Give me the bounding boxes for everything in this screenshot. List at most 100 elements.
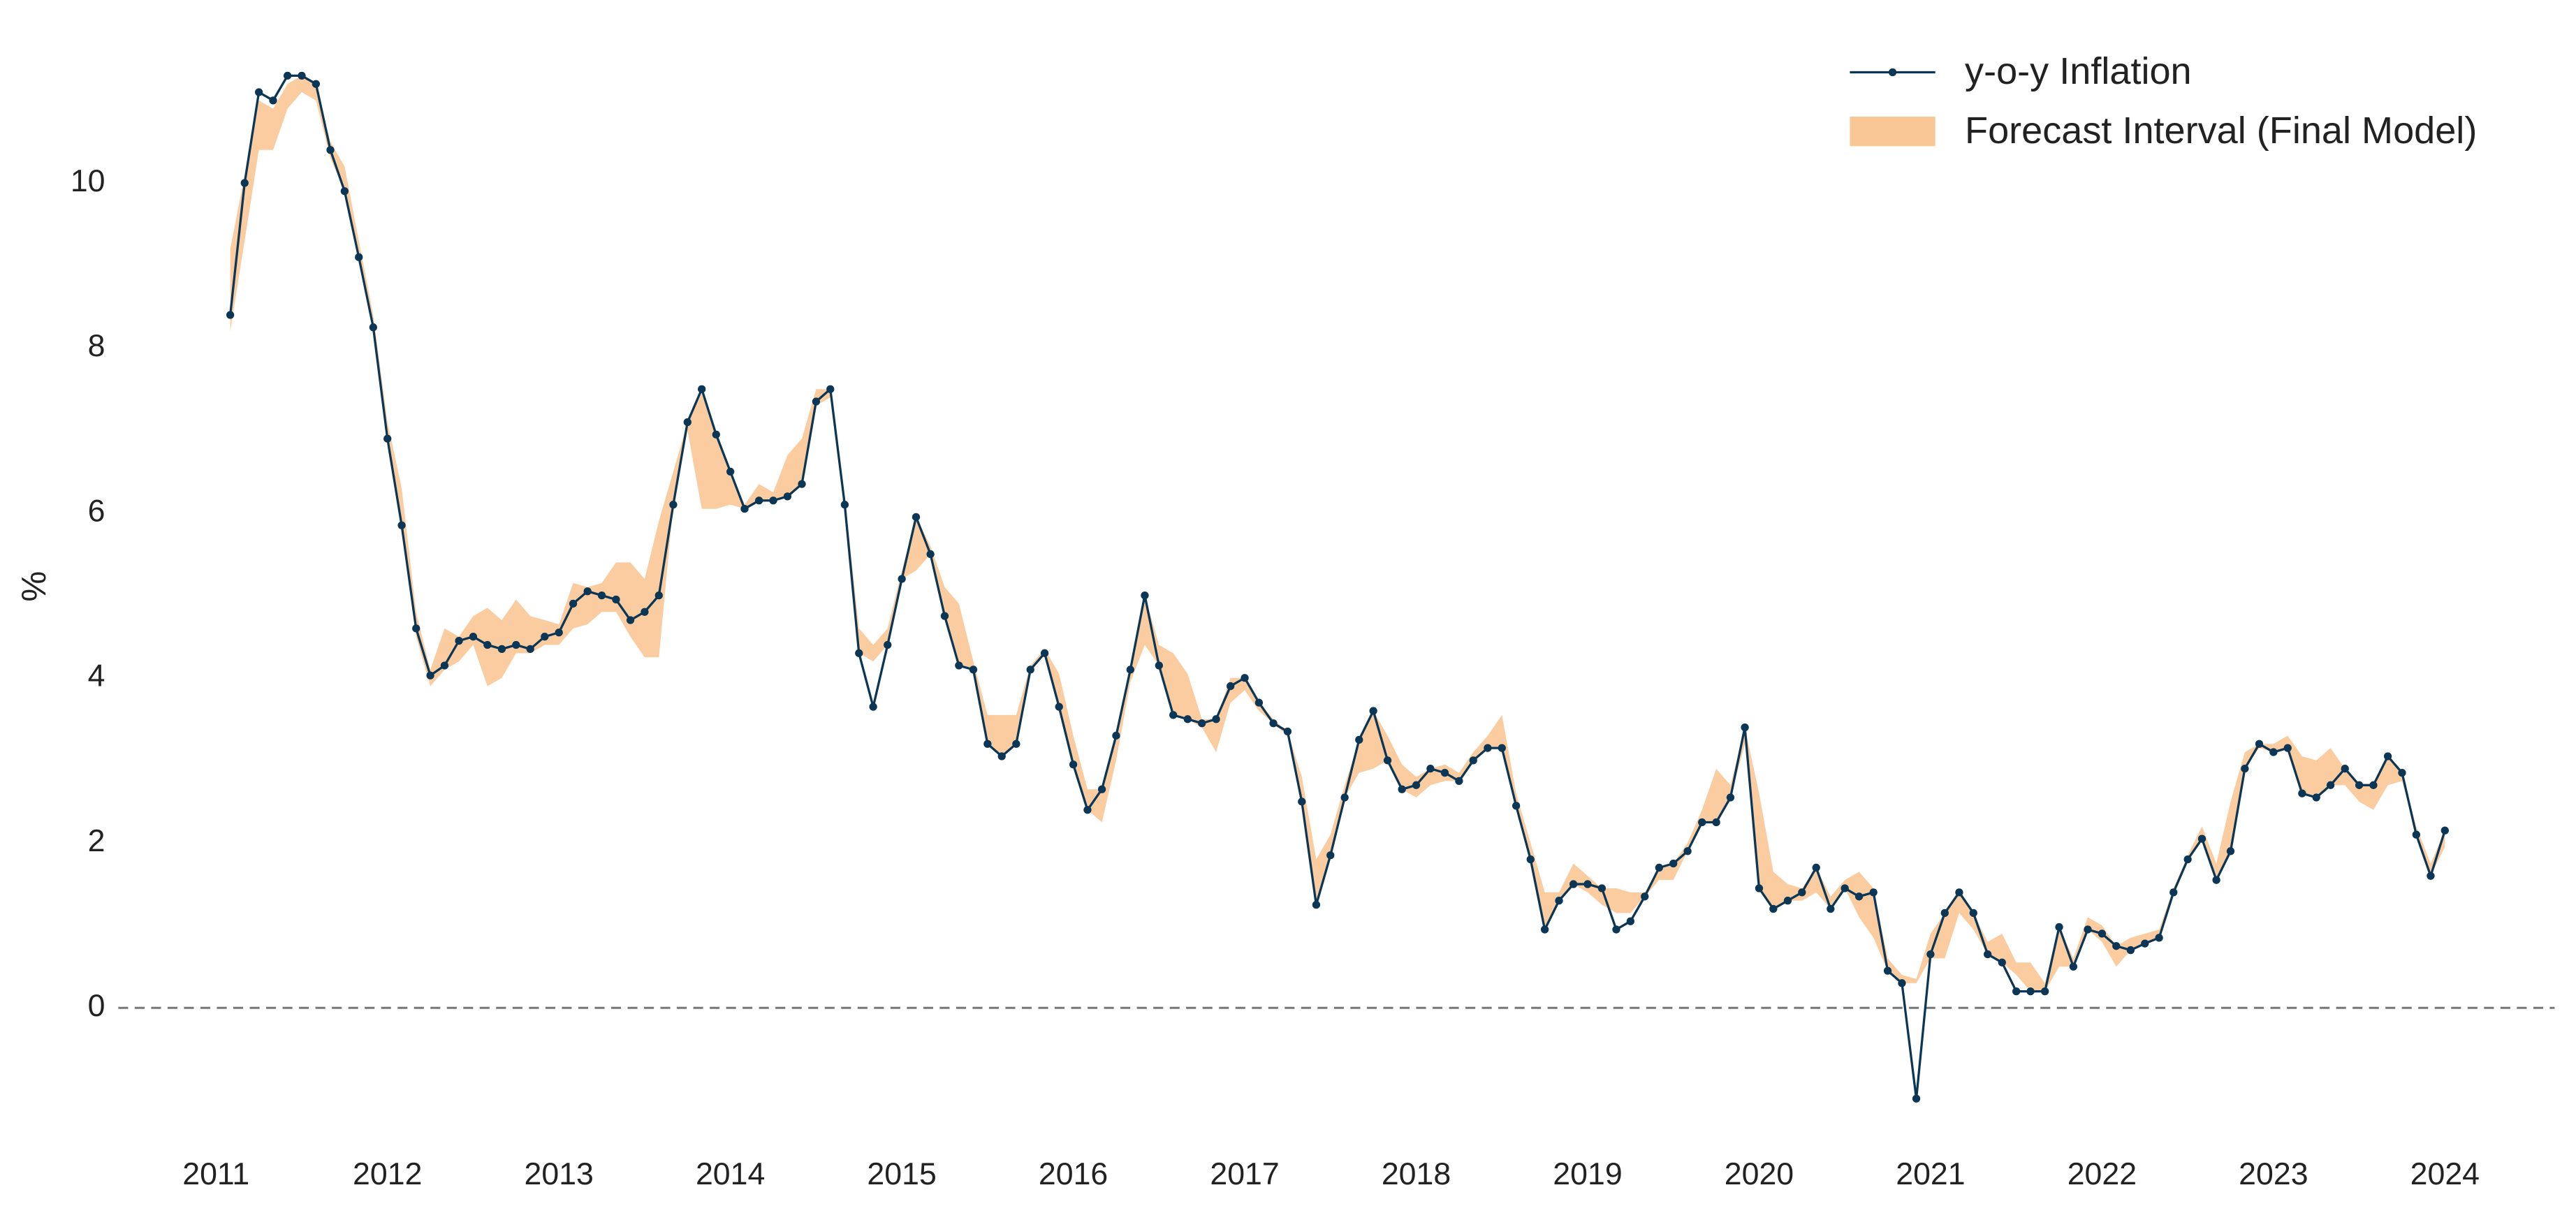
inflation-point [1655,863,1663,872]
inflation-point [769,497,777,505]
inflation-point [1412,781,1421,789]
inflation-point [1526,855,1535,864]
inflation-point [1369,707,1377,715]
inflation-point [1241,674,1249,682]
inflation-point [1940,909,1949,918]
inflation-point [2069,962,2078,971]
inflation-point [426,671,434,679]
inflation-point [783,492,792,501]
inflation-point [869,703,877,711]
inflation-point [2197,835,2207,843]
inflation-point [884,640,892,649]
inflation-point [2212,876,2220,884]
inflation-point [683,418,691,427]
inflation-point [1726,793,1735,802]
inflation-point [926,550,935,559]
inflation-point [1812,863,1820,872]
inflation-point [612,595,620,604]
inflation-point [855,649,863,657]
inflation-point [2155,934,2163,942]
inflation-point [740,504,749,513]
inflation-point [1055,703,1063,711]
inflation-point [1112,731,1120,740]
inflation-point [1469,756,1477,765]
inflation-point [1097,785,1106,793]
inflation-point [698,385,706,393]
inflation-point [1612,925,1620,934]
inflation-point [1683,847,1692,855]
x-tick-label: 2012 [353,1157,422,1191]
inflation-point [2084,925,2092,934]
inflation-point [1869,888,1878,897]
inflation-point [2112,942,2121,950]
inflation-point [626,616,635,624]
inflation-point [1512,802,1521,810]
inflation-point [1769,904,1778,913]
inflation-point [312,80,321,88]
inflation-point [1698,818,1706,827]
inflation-point [597,591,606,600]
inflation-point [355,253,363,261]
inflation-point [440,661,449,670]
x-tick-label: 2024 [2410,1157,2480,1191]
inflation-point [254,88,263,96]
forecast-band [230,75,2445,992]
inflation-point [2326,781,2335,789]
inflation-point [469,633,478,641]
x-tick-label: 2015 [867,1157,936,1191]
inflation-point [1484,744,1492,752]
inflation-point [1827,904,1835,913]
inflation-point [755,497,763,505]
inflation-point [898,575,906,583]
x-tick-label: 2021 [1896,1157,1965,1191]
inflation-point [1026,666,1034,674]
inflation-point [2269,748,2278,756]
inflation-point [2312,793,2320,802]
y-tick-label: 8 [88,329,105,363]
inflation-point [1984,950,1992,959]
legend-label: Forecast Interval (Final Model) [1965,110,2477,152]
inflation-point [1269,719,1278,728]
x-tick-label: 2011 [182,1157,249,1191]
y-axis-label: % [15,571,53,602]
inflation-point [2398,768,2406,777]
x-tick-label: 2023 [2239,1157,2308,1191]
inflation-point [1669,859,1678,868]
inflation-point [2355,781,2364,789]
x-tick-label: 2014 [696,1157,765,1191]
inflation-point [1783,897,1792,905]
inflation-point [997,752,1006,760]
inflation-point [340,187,349,196]
x-tick-label: 2018 [1382,1157,1451,1191]
inflation-point [2183,855,2192,864]
inflation-point [269,96,277,105]
inflation-point [1355,735,1363,744]
inflation-point [569,599,578,608]
inflation-point [826,385,835,393]
inflation-point [812,397,821,406]
inflation-point [1741,723,1749,732]
inflation-point [1626,917,1635,925]
inflation-point [2255,740,2264,748]
y-tick-label: 6 [88,494,105,528]
inflation-point [1169,711,1178,719]
inflation-point [1212,715,1220,723]
inflation-point [1340,793,1349,802]
inflation-point [2012,987,2021,996]
inflation-point [912,513,921,522]
inflation-point [2283,744,2292,752]
inflation-point [2141,939,2149,948]
inflation-point [955,661,963,670]
inflation-point [1326,851,1335,860]
inflation-point [1569,880,1578,888]
inflation-point [2041,987,2049,996]
inflation-point [1298,797,1306,806]
inflation-point [1755,884,1764,892]
inflation-point [412,624,420,633]
inflation-point [240,179,249,187]
inflation-point [969,666,978,674]
inflation-point [1540,925,1549,934]
inflation-point [298,71,306,80]
